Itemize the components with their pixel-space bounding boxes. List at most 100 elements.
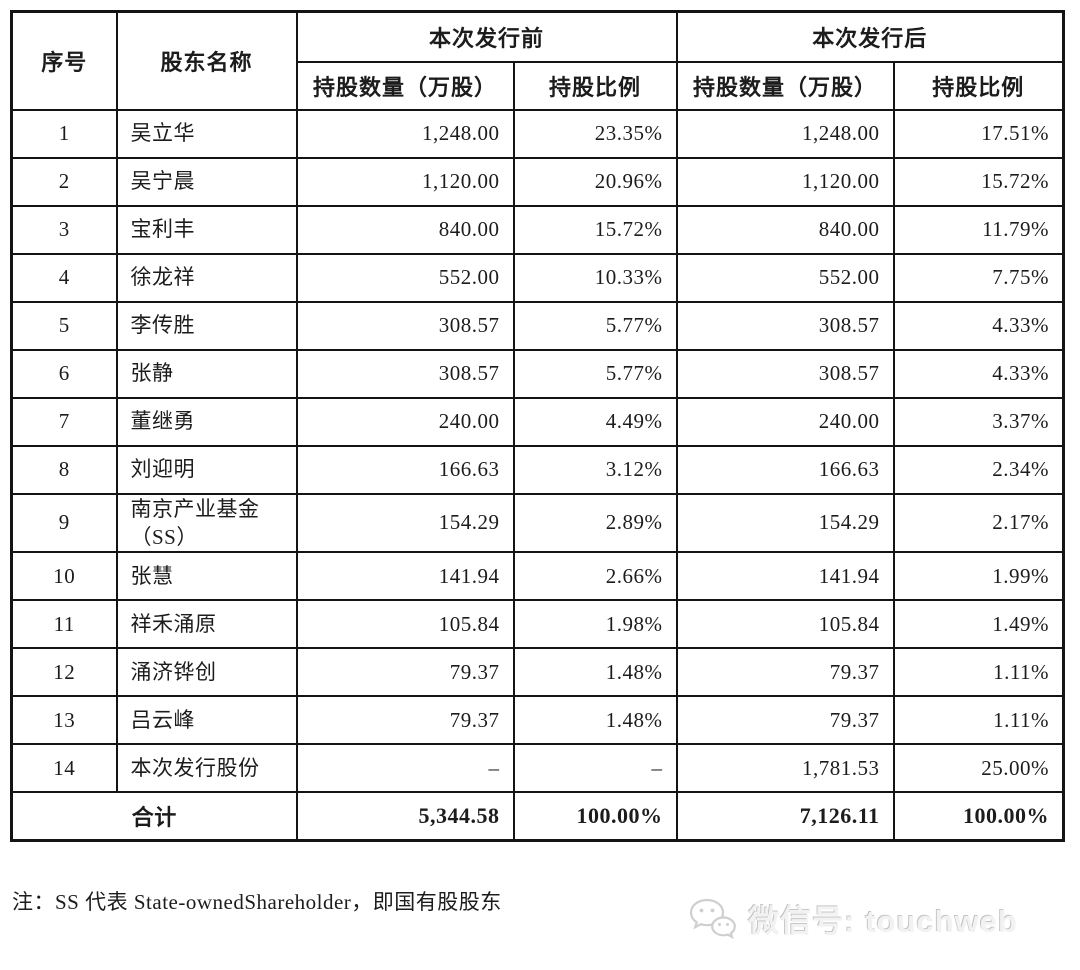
- qty-after: 166.63: [675, 444, 895, 495]
- pct-after: 1.99%: [892, 551, 1065, 602]
- qty-after: 308.57: [675, 348, 895, 399]
- qty-after: 141.94: [675, 551, 895, 602]
- table-row: 12 涌济铧创 79.37 1.48% 79.37 1.11%: [10, 647, 1065, 698]
- row-index: 13: [10, 695, 118, 746]
- header-pct-before: 持股比例: [512, 60, 678, 111]
- header-before-group: 本次发行前: [295, 10, 678, 63]
- qty-after: 79.37: [675, 695, 895, 746]
- pct-after: 7.75%: [892, 252, 1065, 303]
- total-row: 合计 5,344.58 100.00% 7,126.11 100.00%: [10, 791, 1065, 842]
- shareholder-name: 本次发行股份: [115, 743, 298, 794]
- pct-before: 1.48%: [512, 695, 678, 746]
- pct-after: 1.49%: [892, 599, 1065, 650]
- header-row-sub: 持股数量（万股） 持股比例 持股数量（万股） 持股比例: [12, 60, 1065, 111]
- shareholder-name: 张慧: [115, 551, 298, 602]
- wechat-icon: [688, 897, 737, 941]
- qty-before: 1,120.00: [295, 156, 515, 207]
- row-index: 10: [10, 551, 118, 602]
- row-index: 7: [10, 396, 118, 447]
- total-pct-after: 100.00%: [892, 791, 1065, 842]
- row-index: 4: [10, 252, 118, 303]
- pct-before: 5.77%: [512, 348, 678, 399]
- footnote: 注：SS 代表 State-ownedShareholder，即国有股股东: [12, 890, 502, 914]
- header-shareholder: 股东名称: [115, 10, 298, 111]
- qty-after: 79.37: [675, 647, 895, 698]
- qty-after: 1,120.00: [675, 156, 895, 207]
- pct-after: 17.51%: [892, 108, 1065, 159]
- qty-after: 105.84: [675, 599, 895, 650]
- pct-before: 20.96%: [512, 156, 678, 207]
- wechat-watermark: 微信号: touchweb: [688, 896, 1018, 941]
- qty-before: 166.63: [295, 444, 515, 495]
- pct-before: 5.77%: [512, 300, 678, 351]
- qty-after: 1,248.00: [675, 108, 895, 159]
- shareholder-name: 张静: [115, 348, 298, 399]
- table-header: 序号 股东名称 本次发行前 本次发行后 持股数量（万股） 持股比例 持股数量（万…: [10, 10, 1065, 111]
- row-index: 9: [10, 492, 118, 554]
- pct-before: 1.48%: [512, 647, 678, 698]
- shareholder-name: 南京产业基金（SS）: [115, 492, 298, 554]
- header-qty-before: 持股数量（万股）: [295, 60, 515, 111]
- qty-before: 240.00: [295, 396, 515, 447]
- qty-before: 79.37: [295, 647, 515, 698]
- table-row: 6 张静 308.57 5.77% 308.57 4.33%: [10, 348, 1065, 399]
- pct-after: 4.33%: [892, 348, 1065, 399]
- pct-after: 2.34%: [892, 444, 1065, 495]
- row-index: 14: [10, 743, 118, 794]
- table-row: 4 徐龙祥 552.00 10.33% 552.00 7.75%: [10, 252, 1065, 303]
- pct-before: 2.66%: [512, 551, 678, 602]
- pct-after: 25.00%: [892, 743, 1065, 794]
- pct-after: 2.17%: [892, 492, 1065, 554]
- table-row: 10 张慧 141.94 2.66% 141.94 1.99%: [10, 551, 1065, 602]
- header-row-groups: 序号 股东名称 本次发行前 本次发行后: [10, 10, 1065, 111]
- shareholder-name: 宝利丰: [115, 204, 298, 255]
- pct-before: 10.33%: [512, 252, 678, 303]
- row-index: 5: [10, 300, 118, 351]
- qty-before: 105.84: [295, 599, 515, 650]
- header-qty-after: 持股数量（万股）: [675, 60, 895, 111]
- table-row: 5 李传胜 308.57 5.77% 308.57 4.33%: [10, 300, 1065, 351]
- header-pct-after: 持股比例: [892, 60, 1065, 111]
- pct-before: 4.49%: [512, 396, 678, 447]
- shareholder-name: 吴立华: [115, 108, 298, 159]
- qty-before: 840.00: [295, 204, 515, 255]
- qty-after: 840.00: [675, 204, 895, 255]
- table-row: 11 祥禾涌原 105.84 1.98% 105.84 1.49%: [10, 599, 1065, 650]
- shareholder-name: 吕云峰: [115, 695, 298, 746]
- qty-after: 552.00: [675, 252, 895, 303]
- shareholder-name: 李传胜: [115, 300, 298, 351]
- row-index: 8: [10, 444, 118, 495]
- pct-before: 1.98%: [512, 599, 678, 650]
- total-qty-after: 7,126.11: [675, 791, 895, 842]
- qty-after: 154.29: [675, 492, 895, 554]
- pct-after: 3.37%: [892, 396, 1065, 447]
- table-row: 8 刘迎明 166.63 3.12% 166.63 2.34%: [10, 444, 1065, 495]
- qty-before: 308.57: [295, 300, 515, 351]
- qty-before: 141.94: [295, 551, 515, 602]
- shareholder-name: 祥禾涌原: [115, 599, 298, 650]
- table-body: 1 吴立华 1,248.00 23.35% 1,248.00 17.51% 2 …: [10, 108, 1065, 842]
- row-index: 1: [10, 108, 118, 159]
- pct-after: 1.11%: [892, 647, 1065, 698]
- qty-after: 1,781.53: [675, 743, 895, 794]
- table-row: 14 本次发行股份 – – 1,781.53 25.00%: [10, 743, 1065, 794]
- qty-after: 240.00: [675, 396, 895, 447]
- qty-before: 1,248.00: [295, 108, 515, 159]
- qty-after: 308.57: [675, 300, 895, 351]
- table-row: 9 南京产业基金（SS） 154.29 2.89% 154.29 2.17%: [10, 492, 1065, 554]
- table-row: 3 宝利丰 840.00 15.72% 840.00 11.79%: [10, 204, 1065, 255]
- row-index: 2: [10, 156, 118, 207]
- shareholder-name: 徐龙祥: [115, 252, 298, 303]
- shareholder-name: 刘迎明: [115, 444, 298, 495]
- pct-before: 15.72%: [512, 204, 678, 255]
- pct-after: 1.11%: [892, 695, 1065, 746]
- pct-before: 23.35%: [512, 108, 678, 159]
- shareholder-name: 吴宁晨: [115, 156, 298, 207]
- qty-before: 552.00: [295, 252, 515, 303]
- table-row: 13 吕云峰 79.37 1.48% 79.37 1.11%: [10, 695, 1065, 746]
- table-row: 2 吴宁晨 1,120.00 20.96% 1,120.00 15.72%: [10, 156, 1065, 207]
- row-index: 3: [10, 204, 118, 255]
- watermark-label: 微信号: touchweb: [748, 904, 1018, 939]
- pct-before: –: [512, 743, 678, 794]
